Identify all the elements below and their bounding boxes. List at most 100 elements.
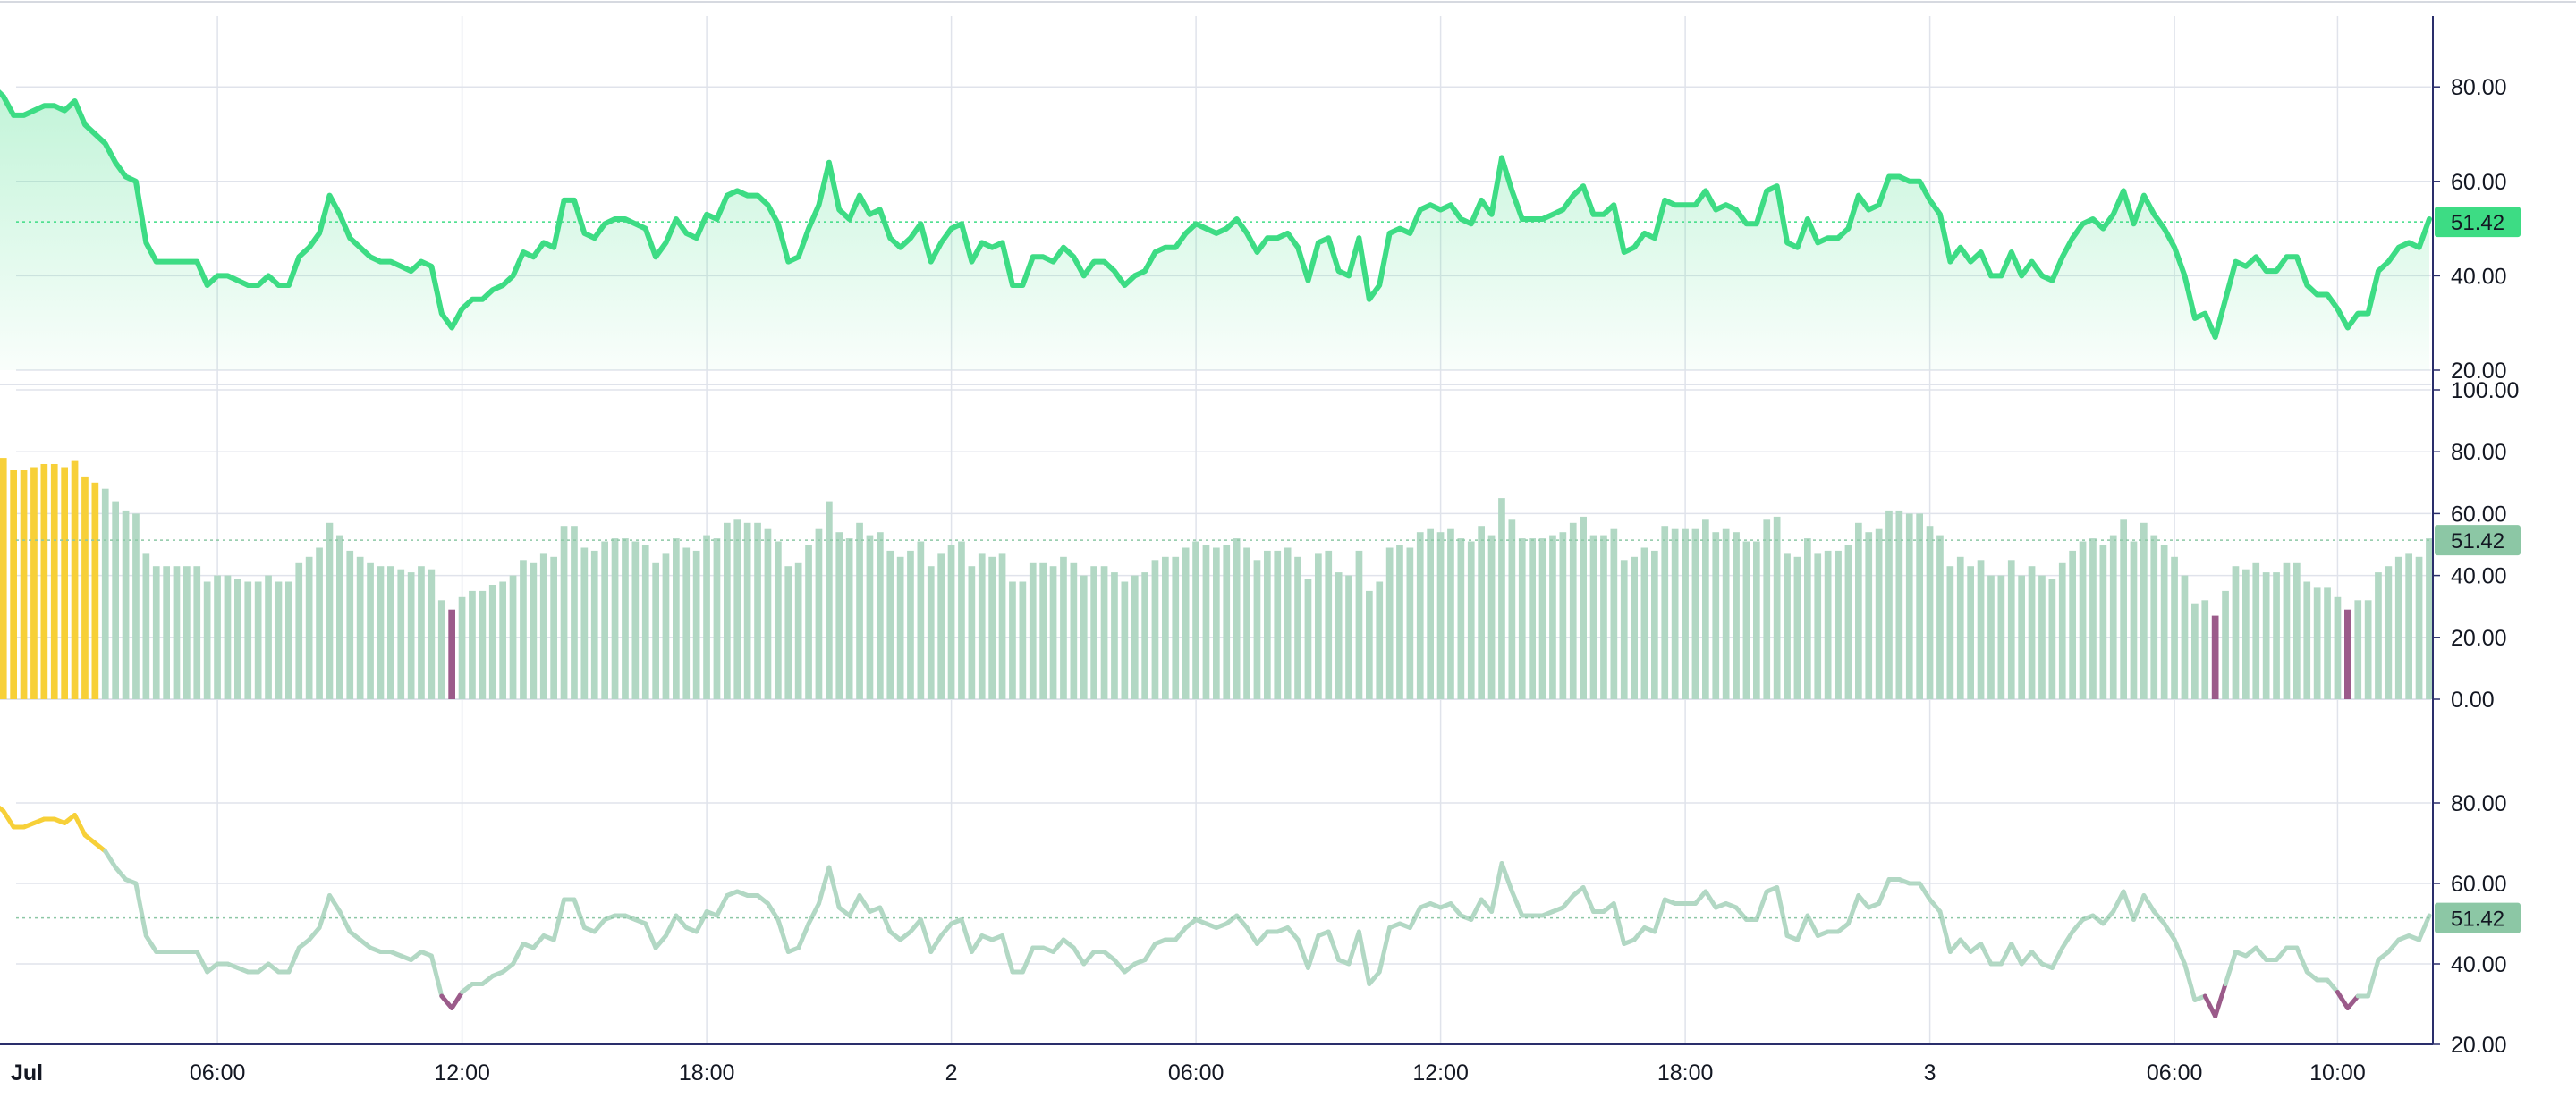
y-tick-label: 80.00 bbox=[2451, 791, 2507, 816]
rsi-bar bbox=[479, 590, 487, 699]
rsi-bar bbox=[1620, 560, 1628, 699]
y-tick-label: 0.00 bbox=[2451, 688, 2495, 713]
rsi-line-segment bbox=[317, 893, 332, 930]
rsi-bar bbox=[764, 528, 772, 699]
rsi-line-segment bbox=[928, 933, 944, 954]
rsi-bar bbox=[10, 470, 17, 699]
rsi-line-segment bbox=[133, 881, 148, 938]
rsi-bar bbox=[1784, 553, 1791, 699]
rsi-bar bbox=[1977, 560, 1985, 699]
rsi-line-segment bbox=[1448, 901, 1463, 918]
rsi-bar bbox=[2028, 566, 2036, 699]
rsi-bar bbox=[377, 566, 385, 699]
rsi-bar bbox=[1151, 560, 1159, 699]
rsi-bar bbox=[295, 562, 303, 699]
rsi-line-segment bbox=[1775, 885, 1790, 938]
rsi-bar bbox=[1335, 572, 1343, 699]
rsi-line-segment bbox=[1703, 889, 1718, 910]
grid-layer bbox=[0, 1, 2576, 1045]
rsi-bar bbox=[1855, 522, 1862, 699]
rsi-bar bbox=[91, 482, 99, 699]
rsi-bar bbox=[1141, 572, 1148, 699]
rsi-bar bbox=[1865, 532, 1873, 699]
rsi-bar bbox=[2038, 575, 2046, 699]
rsi-bar bbox=[1487, 535, 1496, 699]
rsi-bar bbox=[132, 513, 140, 699]
rsi-bar bbox=[958, 541, 965, 699]
rsi-bar bbox=[784, 566, 792, 699]
rsi-bar bbox=[1294, 556, 1301, 699]
rsi-line-segment bbox=[1560, 893, 1576, 910]
rsi-bar bbox=[1223, 545, 1231, 699]
rsi-line-segment bbox=[1244, 925, 1259, 946]
rsi-line-segment bbox=[715, 893, 730, 918]
y-tick-label: 60.00 bbox=[2451, 170, 2507, 195]
rsi-bar bbox=[622, 538, 629, 699]
rsi-bar bbox=[1733, 532, 1740, 699]
rsi-bar bbox=[316, 547, 323, 699]
rsi-bar bbox=[2069, 550, 2076, 699]
rsi-bar bbox=[856, 522, 863, 699]
x-tick-label: 10:00 bbox=[2309, 1060, 2366, 1085]
rsi-bar bbox=[2109, 535, 2117, 699]
rsi-line-segment bbox=[653, 933, 668, 950]
rsi-line-segment bbox=[103, 849, 118, 870]
rsi-bar bbox=[2089, 538, 2097, 699]
rsi-bar bbox=[1315, 553, 1322, 699]
rsi-bar bbox=[183, 566, 191, 699]
rsi-line-segment bbox=[2009, 942, 2024, 967]
rsi-bar bbox=[2222, 590, 2229, 699]
rsi-bar bbox=[530, 562, 538, 699]
rsi-bar bbox=[2252, 562, 2260, 699]
rsi-bar bbox=[1467, 541, 1475, 699]
rsi-bar bbox=[2150, 535, 2158, 699]
axis-layer bbox=[0, 16, 2440, 1045]
rsi-bar bbox=[1538, 538, 1546, 699]
rsi-line-segment bbox=[938, 921, 954, 938]
rsi-bar bbox=[1264, 550, 1271, 699]
rsi-bar bbox=[437, 600, 445, 699]
rsi-bar bbox=[1559, 532, 1567, 699]
x-tick-label: 12:00 bbox=[1412, 1060, 1469, 1085]
rsi-bar bbox=[2313, 587, 2321, 699]
rsi-bar bbox=[2007, 560, 2015, 699]
rsi-bar bbox=[1814, 553, 1822, 699]
rsi-line-segment bbox=[592, 917, 607, 934]
rsi-bar bbox=[1345, 575, 1352, 699]
rsi-bar bbox=[122, 510, 130, 699]
rsi-line-segment bbox=[1142, 942, 1157, 962]
rsi-line-segment bbox=[826, 865, 842, 910]
rsi-line-segment bbox=[694, 909, 709, 934]
rsi-line-segment bbox=[1367, 969, 1382, 986]
rsi-bar bbox=[2354, 600, 2362, 699]
rsi-bar bbox=[142, 553, 150, 699]
rsi-bar bbox=[2048, 579, 2056, 699]
rsi-bar bbox=[1478, 526, 1485, 699]
rsi-line-segment bbox=[2049, 945, 2065, 970]
rsi-line-segment bbox=[511, 942, 526, 967]
rsi-bar bbox=[2232, 566, 2240, 699]
rsi-bar bbox=[1090, 566, 1097, 699]
rsi-bar bbox=[601, 541, 608, 699]
rsi-bar bbox=[1406, 547, 1414, 699]
rsi-line-segment bbox=[643, 921, 658, 950]
rsi-bar bbox=[520, 560, 527, 699]
rsi-bar bbox=[1192, 541, 1199, 699]
area-layer bbox=[0, 89, 2432, 370]
rsi-bar bbox=[1997, 575, 2005, 699]
rsi-bar bbox=[2273, 572, 2280, 699]
rsi-line-segment bbox=[1255, 929, 1270, 946]
rsi-bar bbox=[2364, 600, 2372, 699]
x-tick-label: 18:00 bbox=[1657, 1060, 1714, 1085]
rsi-line-segment bbox=[1295, 937, 1310, 970]
rsi-bar bbox=[112, 501, 119, 699]
rsi-line-segment bbox=[766, 901, 781, 922]
rsi-bar bbox=[1967, 566, 1974, 699]
rsi-bar bbox=[1682, 528, 1689, 699]
rsi-line-segment bbox=[1469, 897, 1484, 922]
rsi-bar bbox=[1284, 547, 1292, 699]
last-value-badge bbox=[2435, 525, 2521, 556]
rsi-line-segment bbox=[1805, 913, 1820, 938]
